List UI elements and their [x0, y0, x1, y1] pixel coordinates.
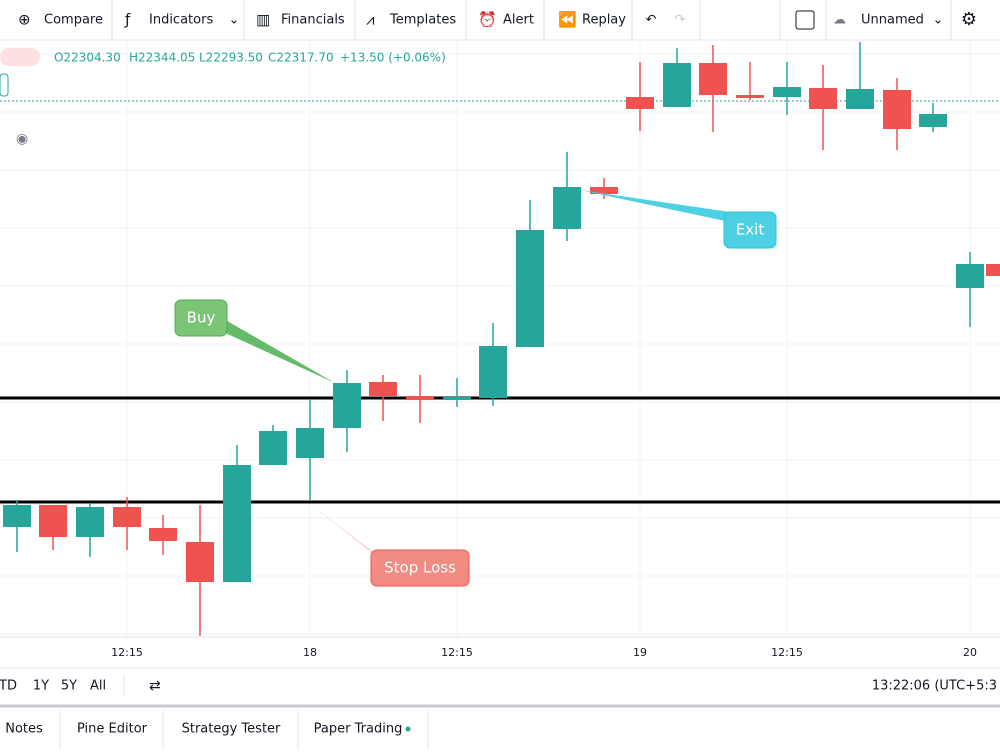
- candle-body: [113, 507, 141, 527]
- ohlc-value: L22293.50: [199, 51, 263, 65]
- candle-body: [369, 382, 397, 396]
- toolbar-button[interactable]: Alert: [503, 13, 534, 28]
- stop-callout[interactable]: [370, 549, 470, 587]
- layout-icon[interactable]: [795, 10, 815, 30]
- candle-body: [590, 187, 618, 194]
- buy-callout[interactable]: [174, 299, 228, 337]
- toolbar-icon[interactable]: ⏰: [478, 10, 497, 29]
- legend: O22304.30 H22344.05 L22293.50 C22317.70 +13.…: [54, 51, 446, 65]
- candle-body: [986, 264, 1000, 276]
- time-label: 12:15: [441, 646, 473, 659]
- tab[interactable]: Paper Trading: [314, 722, 403, 737]
- redo[interactable]: ↷: [675, 13, 687, 28]
- undo[interactable]: ↶: [646, 13, 657, 28]
- tab-bar: [0, 705, 1000, 750]
- buy-label: Buy: [187, 309, 216, 327]
- time-label: 18: [303, 646, 317, 659]
- time-label: 12:15: [111, 646, 143, 659]
- buy-pointer: [210, 318, 335, 383]
- range-button[interactable]: 1Y: [33, 679, 49, 694]
- grid: [0, 40, 1000, 637]
- candle-body: [736, 95, 764, 98]
- candle-body: [149, 528, 177, 541]
- toolbar-button[interactable]: Replay: [582, 13, 626, 28]
- candle-body: [39, 505, 67, 537]
- tab[interactable]: Strategy Tester: [182, 722, 281, 737]
- candle-body: [259, 431, 287, 465]
- toolbar-icon[interactable]: ƒ: [124, 11, 131, 29]
- candle-body: [443, 397, 471, 400]
- range-button[interactable]: TD: [0, 679, 17, 694]
- time-label: 20: [963, 646, 977, 659]
- exit-pointer: [580, 190, 730, 222]
- range-button[interactable]: 5Y: [61, 679, 77, 694]
- tab[interactable]: Notes: [5, 722, 43, 737]
- dropdown[interactable]: ⌄: [933, 13, 944, 28]
- toolbar-icon[interactable]: ⩘: [366, 11, 374, 29]
- candle-body: [223, 465, 251, 582]
- range-button[interactable]: All: [90, 679, 106, 694]
- date-range-icon[interactable]: ⇄: [149, 678, 161, 694]
- candle-body: [956, 264, 984, 288]
- dropdown[interactable]: ⌄: [229, 13, 240, 28]
- candle-body: [333, 383, 361, 428]
- ohlc-value: +13.50 (+0.06%): [340, 51, 446, 65]
- ohlc-value: O22304.30: [54, 51, 121, 65]
- symbol-badge[interactable]: [0, 48, 40, 66]
- eye-icon[interactable]: ◉: [16, 131, 28, 147]
- toolbar-icon[interactable]: ▥: [256, 11, 270, 29]
- candle-body: [699, 63, 727, 95]
- candle-body: [3, 505, 31, 527]
- time-label: 19: [633, 646, 647, 659]
- candle-body: [773, 87, 801, 97]
- toolbar-button[interactable]: Financials: [281, 13, 345, 28]
- cloud-icon[interactable]: ☁: [833, 13, 846, 28]
- candle-body: [516, 230, 544, 347]
- candle-body: [186, 542, 214, 582]
- candles: [3, 42, 1000, 636]
- status-dot: [405, 726, 411, 732]
- stop-label: Stop Loss: [384, 559, 456, 577]
- candle-body: [919, 114, 947, 127]
- candle-body: [76, 507, 104, 537]
- ohlc-value: H22344.05: [129, 51, 195, 65]
- toolbar-icon[interactable]: ⊕: [18, 11, 31, 29]
- toolbar-button[interactable]: Templates: [389, 13, 456, 28]
- candle-body: [846, 89, 874, 109]
- candle-body: [663, 63, 691, 107]
- exit-callout[interactable]: [723, 211, 777, 249]
- toolbar: [0, 0, 1000, 40]
- toolbar-icon[interactable]: ⏪: [558, 11, 577, 29]
- clock[interactable]: 13:22:06 (UTC+5:3: [872, 679, 997, 694]
- price-badge: [0, 73, 9, 97]
- exit-label: Exit: [736, 221, 765, 239]
- tab[interactable]: Pine Editor: [77, 722, 148, 737]
- time-label: 12:15: [771, 646, 803, 659]
- candle-body: [809, 88, 837, 109]
- candle-body: [479, 346, 507, 398]
- toolbar-button[interactable]: Compare: [44, 13, 103, 28]
- toolbar-button[interactable]: Indicators: [149, 13, 213, 28]
- candle-body: [553, 187, 581, 229]
- candle-body: [883, 90, 911, 129]
- ohlc-value: C22317.70: [268, 51, 334, 65]
- settings[interactable]: ⚙: [961, 9, 977, 30]
- candle-body: [406, 396, 434, 400]
- candle-body: [626, 97, 654, 109]
- stop-pointer: [310, 504, 382, 560]
- layout-name[interactable]: Unnamed: [861, 13, 924, 28]
- candle-body: [296, 428, 324, 458]
